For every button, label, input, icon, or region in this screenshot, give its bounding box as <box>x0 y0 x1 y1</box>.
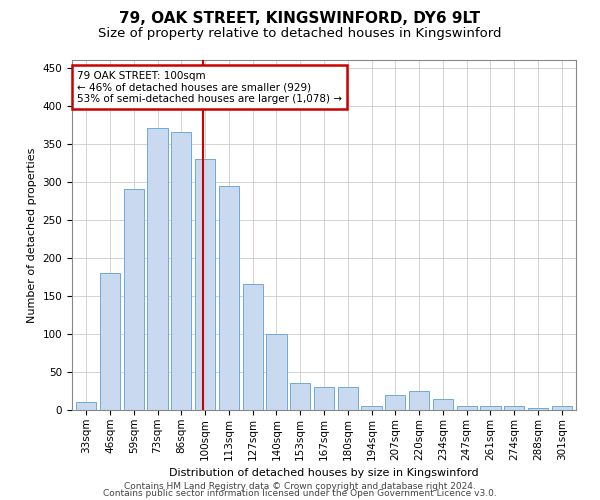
Bar <box>551 406 572 410</box>
Bar <box>504 406 524 410</box>
X-axis label: Distribution of detached houses by size in Kingswinford: Distribution of detached houses by size … <box>169 468 479 478</box>
Bar <box>385 395 406 410</box>
Bar <box>433 398 453 410</box>
Bar <box>171 132 191 410</box>
Bar <box>100 273 120 410</box>
Bar <box>457 406 477 410</box>
Bar <box>76 402 97 410</box>
Y-axis label: Number of detached properties: Number of detached properties <box>27 148 37 322</box>
Text: 79, OAK STREET, KINGSWINFORD, DY6 9LT: 79, OAK STREET, KINGSWINFORD, DY6 9LT <box>119 11 481 26</box>
Bar <box>338 387 358 410</box>
Text: Size of property relative to detached houses in Kingswinford: Size of property relative to detached ho… <box>98 28 502 40</box>
Text: Contains public sector information licensed under the Open Government Licence v3: Contains public sector information licen… <box>103 490 497 498</box>
Bar <box>242 284 263 410</box>
Bar <box>528 408 548 410</box>
Bar <box>314 387 334 410</box>
Text: Contains HM Land Registry data © Crown copyright and database right 2024.: Contains HM Land Registry data © Crown c… <box>124 482 476 491</box>
Bar <box>148 128 167 410</box>
Bar <box>361 406 382 410</box>
Bar <box>481 406 500 410</box>
Text: 79 OAK STREET: 100sqm
← 46% of detached houses are smaller (929)
53% of semi-det: 79 OAK STREET: 100sqm ← 46% of detached … <box>77 70 342 104</box>
Bar <box>409 391 429 410</box>
Bar <box>290 384 310 410</box>
Bar <box>195 159 215 410</box>
Bar <box>124 190 144 410</box>
Bar <box>266 334 287 410</box>
Bar <box>219 186 239 410</box>
